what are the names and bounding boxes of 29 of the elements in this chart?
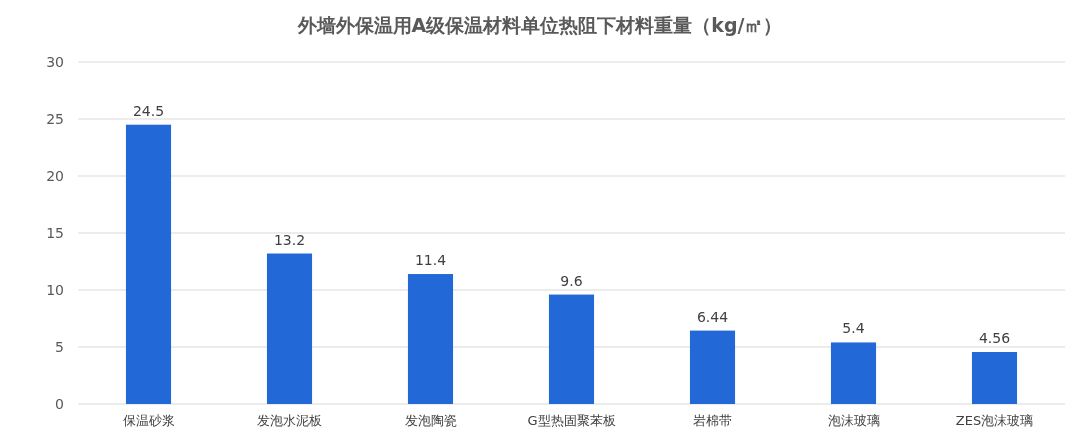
y-tick-label: 0 xyxy=(55,396,64,412)
x-tick-label: 岩棉带 xyxy=(693,413,732,428)
x-tick-label: ZES泡沫玻璃 xyxy=(955,413,1034,428)
y-tick-label: 5 xyxy=(55,339,64,355)
bar xyxy=(830,342,877,404)
bar xyxy=(689,330,736,404)
data-label: 9.6 xyxy=(560,272,583,289)
x-tick-label: 保温砂浆 xyxy=(122,413,175,428)
y-tick-label: 20 xyxy=(46,168,64,184)
data-label: 11.4 xyxy=(414,252,447,269)
x-tick-label: 发泡陶瓷 xyxy=(404,413,457,428)
data-label: 5.4 xyxy=(842,320,865,337)
bar xyxy=(266,253,313,404)
bar xyxy=(125,124,172,404)
data-label: 13.2 xyxy=(273,231,306,248)
y-tick-label: 10 xyxy=(46,282,64,298)
bar xyxy=(971,352,1018,404)
chart-title: 外墙外保温用A级保温材料单位热阻下材料重量（kg/㎡） xyxy=(296,14,783,36)
x-tick-label: 泡沫玻璃 xyxy=(827,413,880,428)
bar xyxy=(407,274,454,404)
y-tick-label: 30 xyxy=(46,54,64,70)
data-label: 4.56 xyxy=(978,330,1011,347)
bar xyxy=(548,294,595,404)
y-tick-label: 25 xyxy=(46,111,64,127)
data-label: 24.5 xyxy=(132,102,165,119)
x-tick-label: G型热固聚苯板 xyxy=(527,413,616,428)
data-label: 6.44 xyxy=(696,308,729,325)
x-tick-label: 发泡水泥板 xyxy=(257,413,322,428)
y-tick-label: 15 xyxy=(46,225,64,241)
